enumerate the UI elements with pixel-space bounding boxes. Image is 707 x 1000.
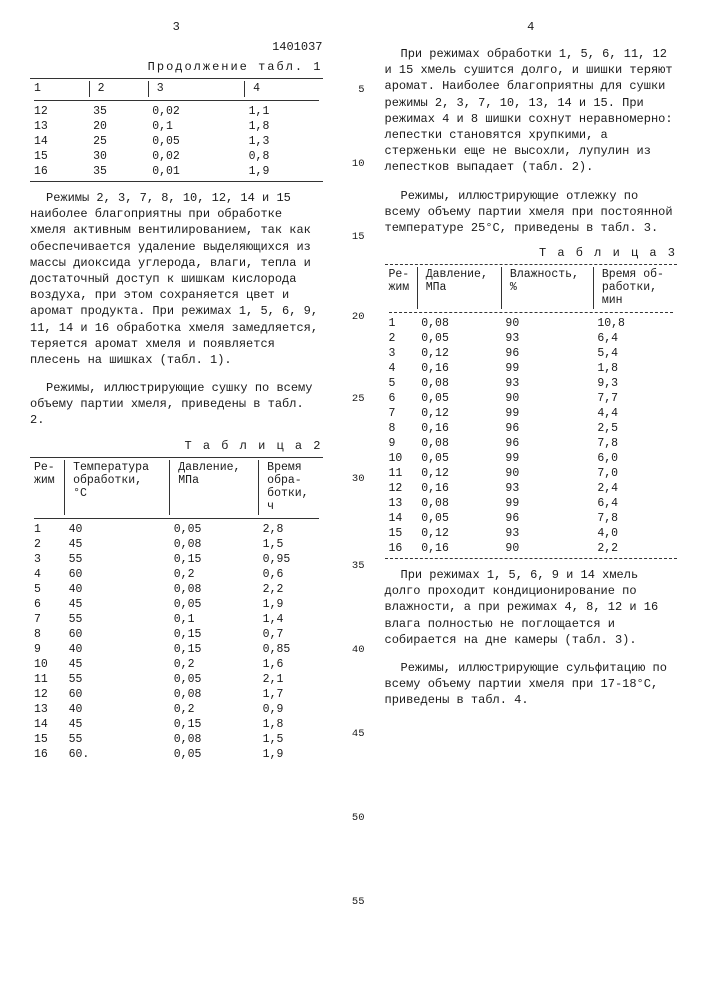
table-row: 16350,011,9 <box>30 164 323 179</box>
t3-h1: Ре- жим <box>385 267 418 309</box>
page-num-left: 3 <box>30 20 323 34</box>
table-row: 15300,020,8 <box>30 149 323 164</box>
table3: Ре- жим Давление, МПа Влажность, % Время… <box>385 267 678 556</box>
t3-h3: Влажность, % <box>501 267 593 309</box>
table-row: 12600,081,7 <box>30 687 323 702</box>
table-row: 60,05907,7 <box>385 391 678 406</box>
t2-h1: Ре- жим <box>30 460 65 515</box>
table3-caption: Т а б л и ц а 3 <box>385 246 678 260</box>
table-row: 3550,150,95 <box>30 552 323 567</box>
table-row: 30,12965,4 <box>385 346 678 361</box>
table-row: 70,12994,4 <box>385 406 678 421</box>
table-row: 8600,150,7 <box>30 627 323 642</box>
table2-caption: Т а б л и ц а 2 <box>30 439 323 453</box>
t1-h4: 4 <box>245 81 323 97</box>
table-row: 9400,150,85 <box>30 642 323 657</box>
paragraph-5: При режимах 1, 5, 6, 9 и 14 хмель долго … <box>385 567 678 648</box>
table-row: 50,08939,3 <box>385 376 678 391</box>
table-row: 40,16991,8 <box>385 361 678 376</box>
paragraph-2: Режимы, иллюстрирующие сушку по всему об… <box>30 380 323 429</box>
table-row: 2450,081,5 <box>30 537 323 552</box>
table-row: 10450,21,6 <box>30 657 323 672</box>
table-row: 110,12907,0 <box>385 466 678 481</box>
paragraph-4: Режимы, иллюстрирующие отлежку по всему … <box>385 188 678 237</box>
table-row: 80,16962,5 <box>385 421 678 436</box>
table-row: 120,16932,4 <box>385 481 678 496</box>
table-row: 10,089010,8 <box>385 316 678 331</box>
t3-h2: Давление, МПа <box>417 267 501 309</box>
t3-h4: Время об- работки, мин <box>593 267 677 309</box>
table1-continuation: 1 2 3 4 12350,021,1 13200,11,8 14250,051… <box>30 81 323 179</box>
table-row: 11550,052,1 <box>30 672 323 687</box>
table-row: 15550,081,5 <box>30 732 323 747</box>
paragraph-3: При режимах обработки 1, 5, 6, 11, 12 и … <box>385 46 678 176</box>
table-row: 13400,20,9 <box>30 702 323 717</box>
table-row: 160,16902,2 <box>385 541 678 556</box>
table-row: 4600,20,6 <box>30 567 323 582</box>
t2-h2: Температура обработки, °С <box>65 460 170 515</box>
table-row: 20,05936,4 <box>385 331 678 346</box>
table-row: 1660.0,051,9 <box>30 747 323 762</box>
table-row: 14250,051,3 <box>30 134 323 149</box>
line-number-gutter: 5 10 15 20 25 30 35 40 45 50 55 <box>343 20 365 908</box>
table-row: 140,05967,8 <box>385 511 678 526</box>
table-row: 12350,021,1 <box>30 104 323 119</box>
table-row: 100,05996,0 <box>385 451 678 466</box>
table-row: 6450,051,9 <box>30 597 323 612</box>
t1-h3: 3 <box>148 81 244 97</box>
table-row: 1400,052,8 <box>30 522 323 537</box>
paragraph-6: Режимы, иллюстрирующие сульфитацию по вс… <box>385 660 678 709</box>
table-row: 130,08996,4 <box>385 496 678 511</box>
table-row: 90,08967,8 <box>385 436 678 451</box>
t2-h4: Время обра- ботки, ч <box>259 460 323 515</box>
paragraph-1: Режимы 2, 3, 7, 8, 10, 12, 14 и 15 наибо… <box>30 190 323 368</box>
table-row: 150,12934,0 <box>385 526 678 541</box>
table-row: 13200,11,8 <box>30 119 323 134</box>
table2: Ре- жим Температура обработки, °С Давлен… <box>30 460 323 762</box>
table-row: 5400,082,2 <box>30 582 323 597</box>
page-num-right: 4 <box>385 20 678 34</box>
table-row: 7550,11,4 <box>30 612 323 627</box>
t2-h3: Давление, МПа <box>170 460 259 515</box>
doc-number: 1401037 <box>30 40 323 54</box>
table1-cont-caption: Продолжение табл. 1 <box>30 60 323 74</box>
table-row: 14450,151,8 <box>30 717 323 732</box>
t1-h2: 2 <box>89 81 148 97</box>
t1-h1: 1 <box>30 81 89 97</box>
